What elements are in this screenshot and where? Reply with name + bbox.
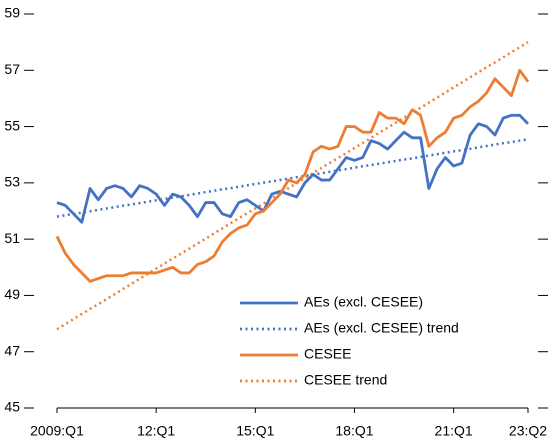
y-tick-label: 47 [4,342,20,358]
x-tick-label: 2009:Q1 [30,423,84,439]
x-tick-label: 21:Q1 [435,423,473,439]
y-tick-label: 53 [4,174,20,190]
y-tick-label: 55 [4,117,20,133]
legend-label: AEs (excl. CESEE) [304,294,423,310]
x-tick-label: 23:Q2 [509,423,547,439]
y-tick-label: 57 [4,61,20,77]
legend: AEs (excl. CESEE) AEs (excl. CESEE) trend… [236,290,536,396]
series-line [56,113,530,224]
x-tick-label: 12:Q1 [137,423,175,439]
legend-label: CESEE [304,346,351,362]
x-tick-label: 18:Q1 [335,423,373,439]
series-line [56,138,529,218]
y-tick-label: 49 [4,286,20,302]
legend-box [236,290,536,396]
y-tick-label: 51 [4,230,20,246]
series-line [56,41,529,331]
y-tick-label: 45 [4,399,20,415]
series-line [55,68,530,283]
legend-label: CESEE trend [304,372,387,388]
x-tick-label: 15:Q1 [236,423,274,439]
legend-label: AEs (excl. CESEE) trend [304,320,459,336]
y-tick-label: 59 [4,5,20,21]
